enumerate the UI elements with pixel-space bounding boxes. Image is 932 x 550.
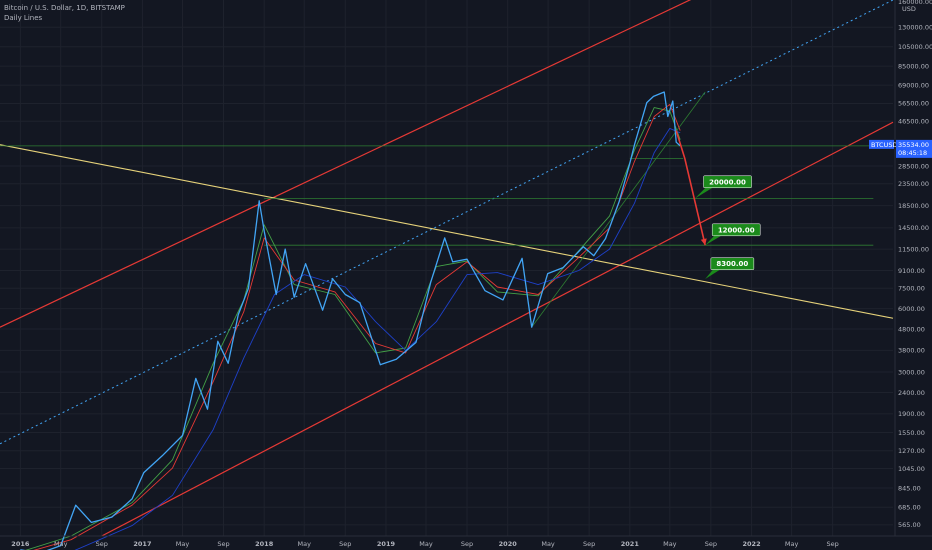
time-tick-label: May: [54, 540, 68, 548]
time-tick-label: May: [663, 540, 677, 548]
moving-average-line-2: [74, 127, 681, 550]
time-tick-label: May: [541, 540, 555, 548]
projection-arrow-head: [700, 238, 707, 246]
annotation-1: 12000.00: [705, 223, 761, 246]
chart-legend: Bitcoin / U.S. Dollar, 1D, BITSTAMP Dail…: [4, 3, 125, 23]
price-tick-label: 23500.00: [898, 180, 929, 188]
time-axis: 2016 May Sep 2017 May Sep 2018 May Sep 2019 May Sep…: [11, 540, 838, 548]
price-tick-label: 56500.00: [898, 100, 929, 108]
time-tick-label: Sep: [583, 540, 595, 548]
annotation-box: [710, 257, 755, 270]
moving-average-line-1: [33, 103, 681, 550]
time-tick-label: 2021: [621, 540, 640, 548]
annotation-0: 20000.00: [694, 175, 752, 199]
time-tick-label: 2017: [133, 540, 151, 548]
price-badge: [896, 139, 932, 158]
time-tick-label: Sep: [96, 540, 108, 548]
price-tick-label: 845.00: [898, 484, 921, 492]
price-tick-label: 46500.00: [898, 118, 929, 126]
annotation-pointer: [705, 235, 722, 246]
annotation-box: [703, 175, 752, 189]
moving-average-line-0: [25, 107, 681, 550]
annotation-pointer: [694, 187, 713, 199]
time-tick-label: 2019: [377, 540, 396, 548]
price-tick-label: 11500.00: [898, 245, 929, 253]
price-tick-label: 565.00: [898, 521, 921, 529]
annotation-label: 12000.00: [718, 226, 755, 234]
price-badge-value: 35534.00: [898, 141, 929, 149]
annotation-box: [711, 223, 761, 237]
price-tick-label: 1550.00: [898, 429, 925, 437]
price-tick-label-top: 160000.00: [898, 0, 932, 6]
price-tick-label: 1900.00: [898, 410, 925, 418]
upper-channel-line: [0, 0, 692, 328]
symbol-title[interactable]: Bitcoin / U.S. Dollar, 1D, BITSTAMP: [4, 4, 125, 12]
projection-arrow-line: [675, 130, 706, 246]
price-series: [20, 91, 681, 550]
price-tick-label: 130000.00: [898, 23, 932, 31]
currency-label: USD: [902, 5, 916, 13]
price-tick-label: 3800.00: [898, 347, 925, 355]
price-line: [20, 91, 681, 550]
time-tick-label: May: [419, 540, 433, 548]
time-tick-label: May: [176, 540, 190, 548]
price-tick-label: 1270.00: [898, 447, 925, 455]
price-tick-label: 14500.00: [898, 224, 929, 232]
time-tick-label: Sep: [826, 540, 838, 548]
price-annotations: 20000.00 12000.00 8300.00: [694, 175, 761, 279]
annotation-pointer: [705, 269, 720, 279]
time-tick-label: 2020: [499, 540, 518, 548]
price-tick-label: 18500.00: [898, 202, 929, 210]
annotation-2: 8300.00: [705, 257, 755, 279]
symbol-badge-label: BTCUSD: [871, 141, 897, 149]
price-tick-label: 1045.00: [898, 465, 925, 473]
drawings: [0, 0, 894, 537]
price-tick-label: 2400.00: [898, 389, 925, 397]
symbol-badge: [869, 139, 894, 149]
time-tick-label: Sep: [461, 540, 473, 548]
time-tick-label: 2022: [743, 540, 761, 548]
indicator-label[interactable]: Daily Lines: [4, 14, 43, 22]
lower-channel-line: [101, 121, 894, 537]
annotation-label: 8300.00: [716, 260, 748, 268]
time-tick-label: Sep: [339, 540, 351, 548]
price-tick-label: 685.00: [898, 503, 921, 511]
price-tick-label: 3000.00: [898, 368, 925, 376]
price-tick-label: 85000.00: [898, 62, 929, 70]
grid: [0, 0, 893, 536]
price-tick-label: 6000.00: [898, 305, 925, 313]
price-badge-countdown: 08:45:18: [898, 149, 927, 157]
projection-drawings: [675, 130, 707, 246]
time-tick-label: Sep: [217, 540, 229, 548]
price-tick-label: 4800.00: [898, 325, 925, 333]
time-tick-label: Sep: [705, 540, 717, 548]
price-tick-label: 105000.00: [898, 43, 932, 51]
yellow-trendline: [0, 144, 894, 319]
time-tick-label: May: [785, 540, 799, 548]
price-tick-label: 69000.00: [898, 81, 929, 89]
mid-channel-dotted-line: [0, 0, 894, 445]
price-tick-label: 7500.00: [898, 285, 925, 293]
time-tick-label: May: [298, 540, 312, 548]
annotation-label: 20000.00: [709, 178, 746, 186]
price-tick-label: 28500.00: [898, 162, 929, 170]
time-tick-label: 2016: [11, 540, 30, 548]
time-tick-label: 2018: [255, 540, 274, 548]
price-tick-label: 9100.00: [898, 267, 925, 275]
